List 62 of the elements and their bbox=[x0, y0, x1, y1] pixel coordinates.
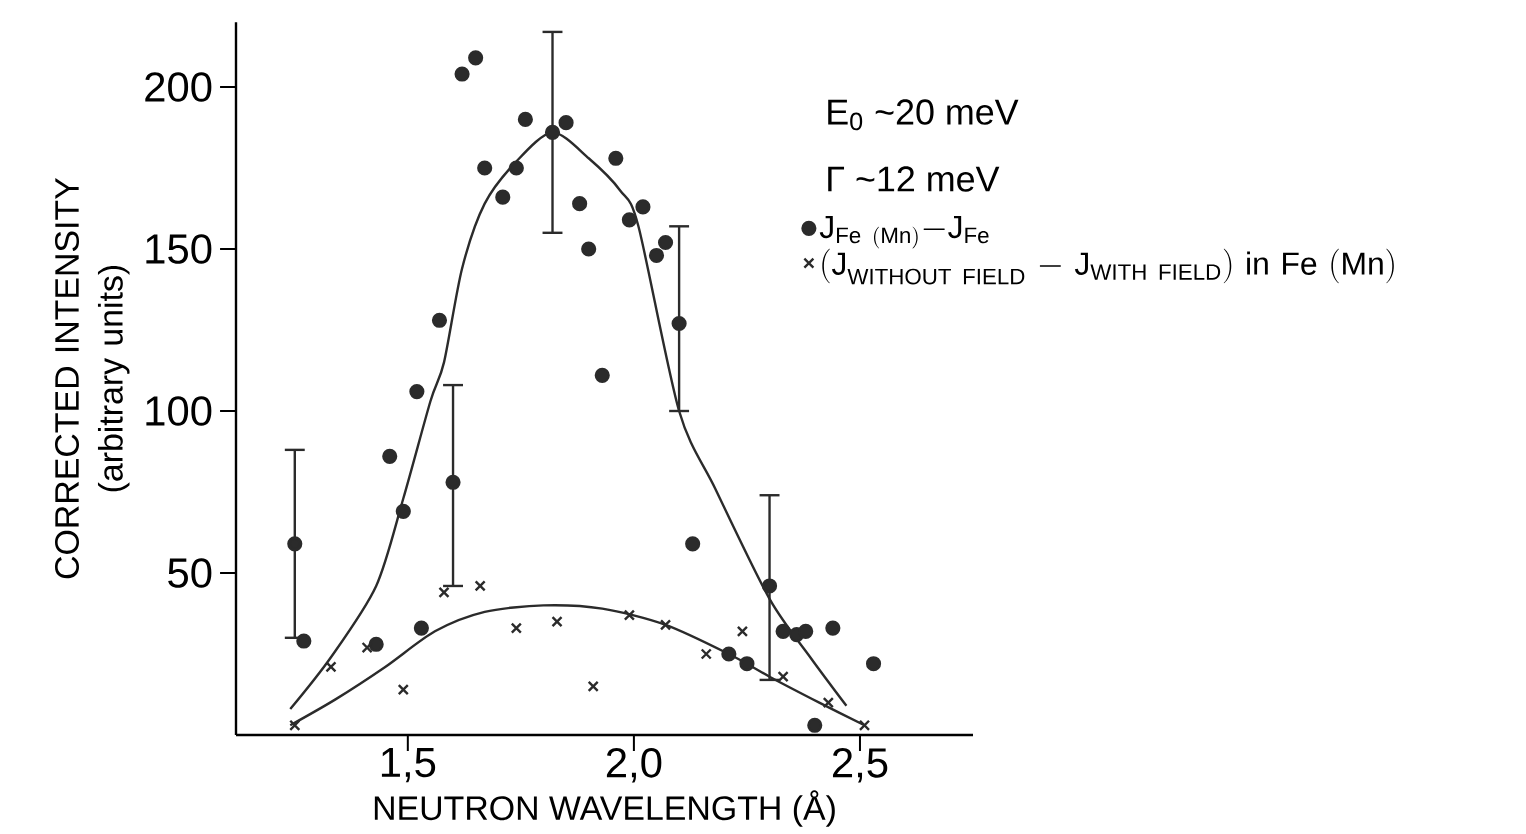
point bbox=[685, 536, 701, 552]
point bbox=[635, 199, 651, 215]
legend-label: $\mathrm{J}_{\mathrm{Fe\ (Mn)}}\mathrm{-J}_{\mathrm{Fe}}$ bbox=[819, 216, 989, 249]
point bbox=[858, 719, 871, 732]
y-axis-title: CORRECTED INTENSITY (arbitrary units) bbox=[55, 178, 130, 579]
point bbox=[594, 368, 610, 384]
legend-label: $\mathrm{(J}_{\mathrm{WITHOUT\ FIELD}}\mathrm{\ -\ J}_{\mathrm{WITH\ FIELD}}\mathrm{)\ in\ Fe\ (Mn)}$ bbox=[822, 249, 1394, 285]
point bbox=[621, 212, 637, 228]
point bbox=[413, 620, 429, 636]
point bbox=[468, 50, 484, 66]
point bbox=[289, 719, 301, 732]
y-tick-label: 50 bbox=[168, 558, 212, 589]
point bbox=[671, 316, 687, 332]
point bbox=[510, 622, 523, 635]
point bbox=[325, 661, 337, 673]
point bbox=[454, 66, 470, 82]
point bbox=[807, 717, 823, 734]
point bbox=[368, 636, 384, 653]
x-tick-label: 1,5 bbox=[381, 748, 436, 783]
annotation: E$_{0}$ ~20 meV bbox=[828, 99, 1019, 131]
point bbox=[761, 578, 778, 594]
point bbox=[517, 112, 533, 128]
point bbox=[721, 646, 737, 662]
point bbox=[659, 619, 672, 631]
point bbox=[775, 624, 791, 640]
point bbox=[382, 449, 398, 465]
point bbox=[296, 633, 312, 649]
point bbox=[623, 609, 636, 622]
y-tick-label: 200 bbox=[145, 72, 212, 103]
point bbox=[648, 248, 665, 264]
x-tick-label: 2,0 bbox=[606, 748, 662, 783]
point bbox=[287, 536, 303, 552]
point bbox=[508, 160, 524, 176]
y-tick-label: 100 bbox=[146, 396, 212, 427]
point bbox=[361, 642, 373, 654]
point bbox=[397, 684, 409, 696]
point bbox=[477, 160, 493, 176]
point bbox=[395, 504, 411, 520]
point bbox=[739, 656, 755, 672]
point bbox=[431, 312, 448, 329]
point bbox=[700, 648, 712, 660]
x-tick-label: 2,5 bbox=[832, 748, 888, 783]
point bbox=[495, 189, 511, 205]
point bbox=[474, 580, 486, 592]
point bbox=[587, 680, 599, 693]
annotation: Γ ~12 meV bbox=[828, 166, 1000, 192]
point bbox=[572, 196, 588, 212]
y-tick-label: 150 bbox=[146, 234, 212, 265]
point bbox=[798, 624, 814, 640]
point bbox=[409, 384, 425, 400]
point bbox=[736, 625, 749, 638]
point bbox=[608, 150, 624, 167]
point bbox=[551, 616, 563, 628]
point bbox=[438, 586, 450, 599]
point bbox=[825, 620, 841, 636]
point bbox=[581, 241, 597, 257]
point bbox=[445, 474, 461, 491]
point bbox=[558, 115, 574, 131]
point bbox=[822, 697, 835, 709]
point bbox=[657, 235, 674, 251]
point bbox=[865, 656, 882, 672]
x-axis-title: NEUTRON WAVELENGTH (Å) bbox=[374, 790, 835, 828]
